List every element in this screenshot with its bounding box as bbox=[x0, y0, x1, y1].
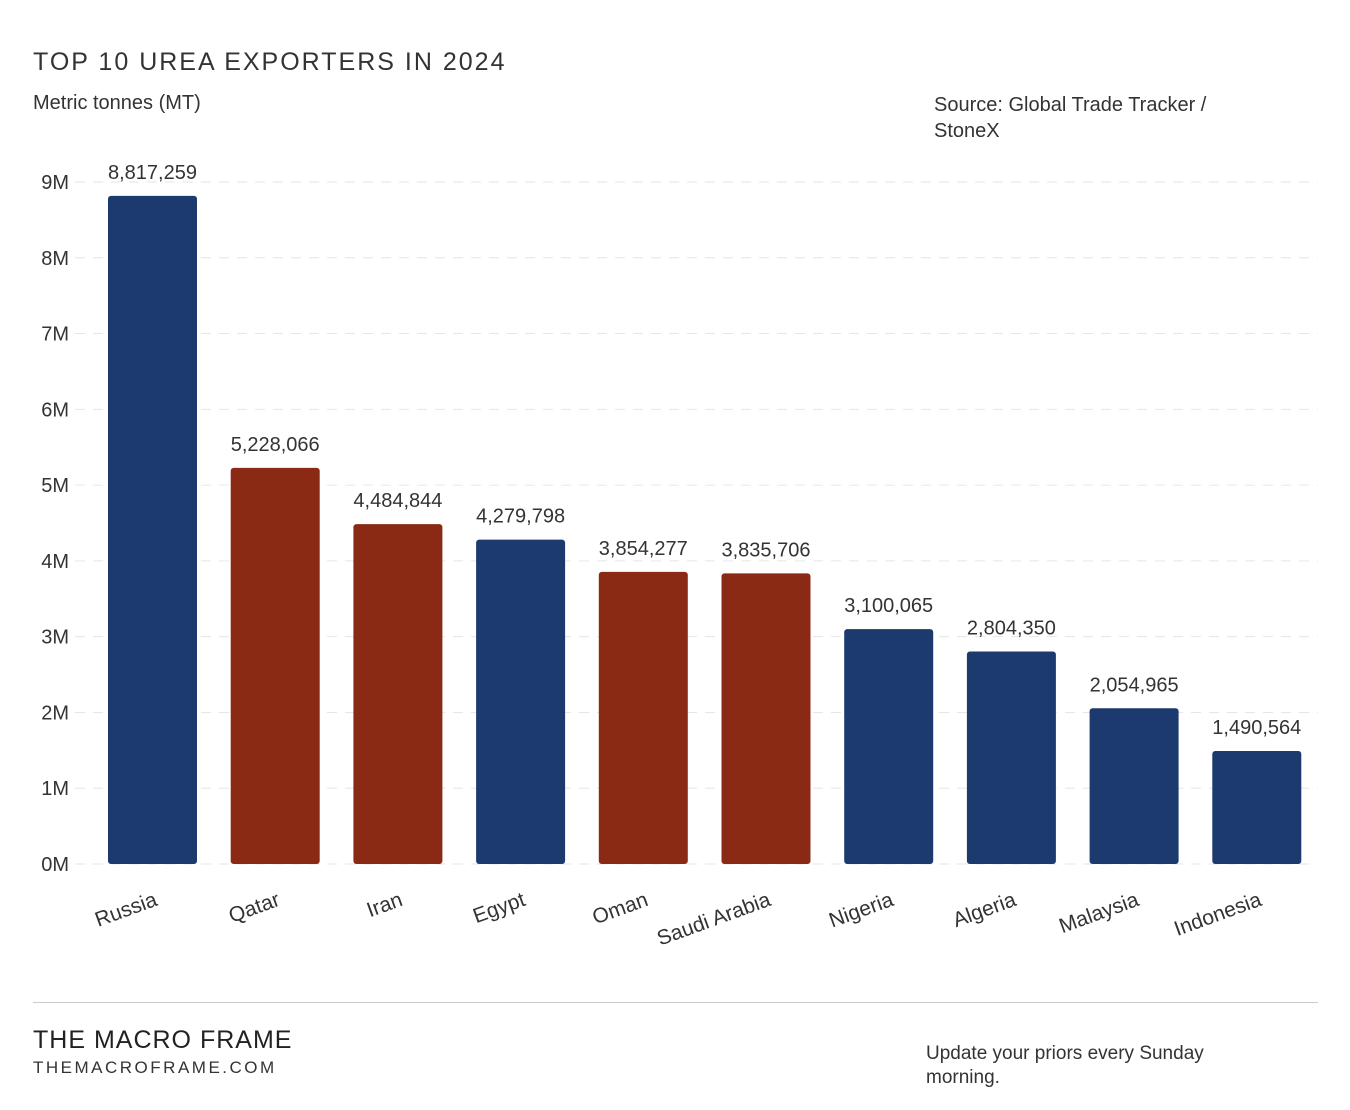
x-tick-label: Egypt bbox=[470, 888, 528, 928]
bar-egypt bbox=[476, 539, 566, 864]
y-tick-label: 4M bbox=[41, 551, 69, 573]
bar-qatar bbox=[230, 467, 320, 864]
bar-iran bbox=[353, 524, 443, 864]
data-label: 8,817,259 bbox=[108, 162, 197, 184]
chart-title: TOP 10 UREA EXPORTERS IN 2024 bbox=[33, 48, 507, 76]
data-label: 4,279,798 bbox=[476, 506, 565, 528]
bar-oman bbox=[598, 571, 688, 864]
tagline: Update your priors every Sunday morning. bbox=[926, 1043, 1204, 1088]
bar-malaysia bbox=[1089, 708, 1179, 864]
brand-name: THE MACRO FRAME bbox=[33, 1026, 293, 1054]
y-tick-label: 9M bbox=[41, 172, 69, 194]
y-tick-label: 8M bbox=[41, 248, 69, 270]
x-tick-label: Algeria bbox=[950, 888, 1020, 932]
data-label: 4,484,844 bbox=[353, 490, 442, 512]
footer-divider bbox=[33, 1002, 1318, 1003]
data-label: 2,054,965 bbox=[1090, 674, 1179, 696]
data-label: 1,490,564 bbox=[1212, 717, 1301, 739]
bar-indonesia bbox=[1212, 751, 1302, 864]
y-tick-label: 7M bbox=[41, 324, 69, 346]
data-label: 3,100,065 bbox=[844, 595, 933, 617]
x-tick-label: Nigeria bbox=[826, 888, 897, 932]
brand-url: THEMACROFRAME.COM bbox=[33, 1058, 277, 1077]
x-tick-label: Indonesia bbox=[1171, 888, 1265, 941]
y-tick-label: 3M bbox=[41, 627, 69, 649]
bar-saudi-arabia bbox=[721, 573, 811, 864]
bar-nigeria bbox=[844, 629, 934, 864]
data-label: 5,228,066 bbox=[231, 434, 320, 456]
x-tick-label: Qatar bbox=[226, 888, 283, 928]
bar-russia bbox=[108, 195, 197, 864]
y-tick-label: 2M bbox=[41, 702, 69, 724]
x-tick-label: Oman bbox=[589, 888, 651, 929]
source-note: Source: Global Trade Tracker / StoneX bbox=[934, 94, 1207, 142]
x-tick-label: Saudi Arabia bbox=[654, 888, 774, 950]
y-tick-label: 5M bbox=[41, 475, 69, 497]
bar-algeria bbox=[966, 651, 1056, 864]
data-label: 3,854,277 bbox=[599, 538, 688, 560]
y-tick-label: 0M bbox=[41, 854, 69, 876]
data-label: 3,835,706 bbox=[722, 539, 811, 561]
y-tick-label: 1M bbox=[41, 778, 69, 800]
x-tick-label: Malaysia bbox=[1056, 888, 1142, 938]
bar-chart: 0M 1M 2M 3M 4M 5M 6M 7M 8M 9M 8,817,259 Russia 5,228… bbox=[41, 162, 1318, 950]
data-label: 2,804,350 bbox=[967, 617, 1056, 639]
y-tick-label: 6M bbox=[41, 399, 69, 421]
x-tick-label: Russia bbox=[92, 888, 160, 932]
x-tick-label: Iran bbox=[364, 888, 406, 922]
y-axis-unit-label: Metric tonnes (MT) bbox=[33, 92, 201, 114]
